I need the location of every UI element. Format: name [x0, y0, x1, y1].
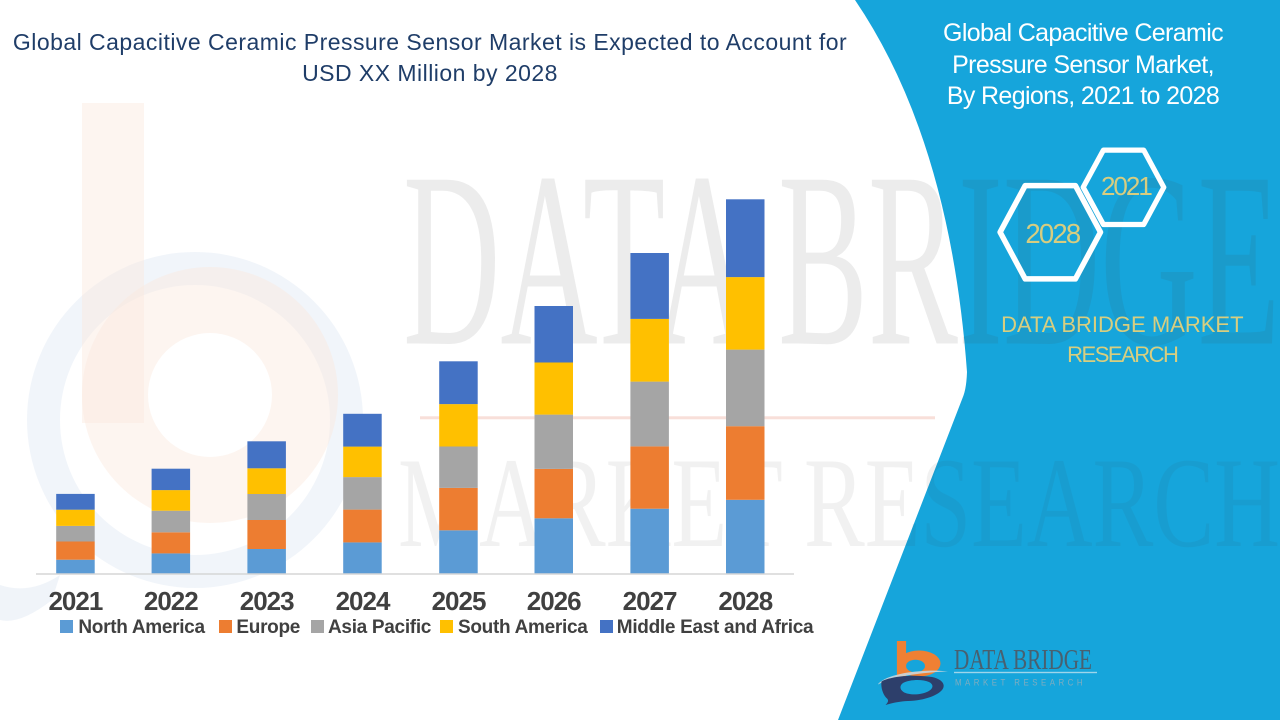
- svg-text:MARKET RESEARCH: MARKET RESEARCH: [398, 431, 1280, 574]
- svg-text:DATA BRIDGE: DATA BRIDGE: [954, 644, 1092, 676]
- svg-text:MARKET RESEARCH: MARKET RESEARCH: [955, 678, 1086, 688]
